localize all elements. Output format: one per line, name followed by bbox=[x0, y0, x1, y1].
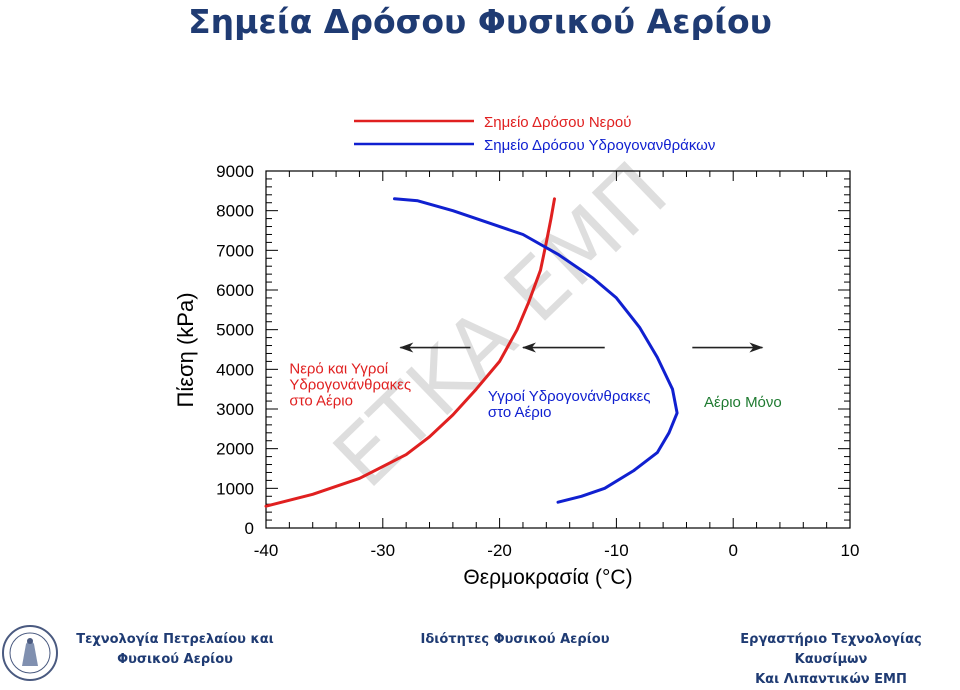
annotation-1-line-2: Υδρογονάνθρακες bbox=[289, 376, 411, 393]
legend-label-1: Σημείο Δρόσου Νερού bbox=[484, 114, 631, 131]
slide-title: Σημεία Δρόσου Φυσικού Αερίου bbox=[188, 2, 772, 41]
y-tick-label: 9000 bbox=[216, 162, 254, 181]
footer-right: Εργαστήριο Τεχνολογίας Καυσίμων Και Λιπα… bbox=[706, 630, 956, 690]
legend-label-2: Σημείο Δρόσου Υδρογονανθράκων bbox=[484, 137, 715, 154]
footer-left-line1: Τεχνολογία Πετρελαίου και bbox=[76, 632, 274, 647]
y-tick-label: 7000 bbox=[216, 241, 254, 260]
y-axis-label: Πίεση (kPa) bbox=[173, 292, 198, 407]
footer-right-line2: Και Λιπαντικών ΕΜΠ bbox=[755, 672, 907, 687]
series-line-2 bbox=[393, 197, 679, 504]
y-tick-label: 8000 bbox=[216, 202, 254, 221]
footer-center: Ιδιότητες Φυσικού Αερίου bbox=[400, 630, 630, 650]
y-tick-label: 6000 bbox=[216, 281, 254, 300]
annotation-2-line-1: Υγροί Υδρογονάνθρακες bbox=[488, 388, 651, 405]
annotation-3-line-1: Αέριο Μόνο bbox=[704, 394, 782, 411]
x-tick-label: -40 bbox=[254, 541, 279, 560]
dew-point-chart: ΕΤΚΑ ΕΜΠ -40 -30 -20 -10 0 10 0 1000 2000 3000 400… bbox=[173, 114, 860, 589]
y-tick-label: 0 bbox=[245, 519, 254, 538]
x-axis-label: Θερμοκρασία (°C) bbox=[463, 566, 632, 589]
y-tick-label: 4000 bbox=[216, 360, 254, 379]
x-tick-label: 0 bbox=[728, 541, 737, 560]
footer-right-line1: Εργαστήριο Τεχνολογίας Καυσίμων bbox=[740, 632, 922, 667]
x-tick-label: -20 bbox=[487, 541, 512, 560]
annotation-1-line-3: στο Αέριο bbox=[289, 392, 353, 409]
y-tick-label: 3000 bbox=[216, 400, 254, 419]
footer-left: Τεχνολογία Πετρελαίου και Φυσικού Αερίου bbox=[70, 630, 280, 670]
y-tick-label: 1000 bbox=[216, 479, 254, 498]
watermark: ΕΤΚΑ ΕΜΠ bbox=[316, 144, 686, 506]
y-tick-label: 5000 bbox=[216, 321, 254, 340]
footer-center-text: Ιδιότητες Φυσικού Αερίου bbox=[420, 632, 610, 647]
annotation-1-line-1: Νερό και Υγροί bbox=[289, 360, 388, 377]
ntua-seal-logo bbox=[2, 625, 58, 681]
plot-frame bbox=[265, 170, 851, 529]
x-tick-label: 10 bbox=[841, 541, 860, 560]
x-tick-label: -10 bbox=[604, 541, 629, 560]
y-tick-label: 2000 bbox=[216, 440, 254, 459]
footer-left-line2: Φυσικού Αερίου bbox=[117, 652, 233, 667]
x-tick-label: -30 bbox=[371, 541, 396, 560]
annotation-2-line-2: στο Αέριο bbox=[488, 404, 552, 421]
